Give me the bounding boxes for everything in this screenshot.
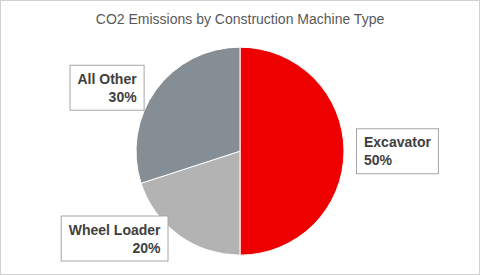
svg-text:Wheel Loader: Wheel Loader	[69, 222, 161, 238]
svg-text:20%: 20%	[132, 240, 161, 256]
svg-text:All Other: All Other	[78, 71, 138, 87]
svg-text:Excavator: Excavator	[364, 134, 431, 150]
svg-text:30%: 30%	[109, 89, 138, 105]
svg-text:50%: 50%	[364, 152, 393, 168]
svg-text:CO2 Emissions by Construction: CO2 Emissions by Construction Machine Ty…	[96, 11, 385, 27]
